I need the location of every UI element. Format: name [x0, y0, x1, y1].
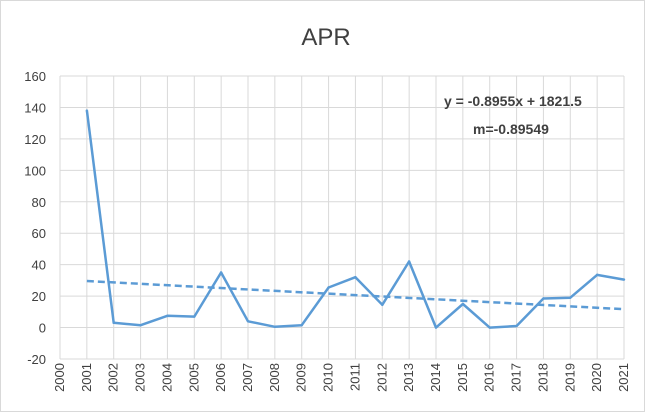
data-point [488, 326, 491, 329]
x-tick-label: 2015 [455, 363, 470, 392]
y-tick-label: 20 [32, 289, 46, 304]
x-tick-label: 2019 [562, 363, 577, 392]
x-tick-label: 2008 [267, 363, 282, 392]
gridlines [59, 75, 625, 360]
x-tick-label: 2012 [374, 363, 389, 392]
y-tick-label: 80 [32, 195, 46, 210]
data-point [85, 109, 89, 112]
data-point [622, 278, 626, 281]
y-tick-label: 40 [32, 258, 46, 273]
y-tick-label: 120 [24, 132, 46, 147]
x-tick-label: 2013 [401, 363, 416, 392]
x-tick-label: 2003 [133, 363, 148, 392]
x-tick-label: 2011 [347, 363, 362, 391]
x-tick-label: 2009 [294, 363, 309, 392]
x-tick-label: 2001 [79, 363, 94, 392]
x-tick-label: 2000 [52, 363, 67, 392]
data-point [354, 276, 357, 279]
y-tick-label: -20 [27, 352, 46, 367]
x-tick-label: 2018 [535, 363, 550, 392]
x-tick-label: 2005 [186, 363, 201, 392]
data-point [595, 273, 599, 277]
data-point [569, 296, 572, 299]
y-tick-label: 100 [24, 163, 46, 178]
slope-label: m=-0.89549 [473, 121, 549, 137]
y-tick-label: 140 [24, 100, 46, 115]
x-tick-label: 2002 [106, 363, 121, 392]
y-tick-label: 60 [32, 226, 46, 241]
data-point [434, 326, 438, 329]
x-tick-label: 2017 [509, 363, 524, 392]
x-tick-label: 2004 [159, 363, 174, 392]
data-point [381, 303, 384, 306]
y-tick-label: 0 [39, 321, 46, 336]
data-point [327, 286, 330, 289]
data-point [139, 323, 142, 327]
trendline-line [86, 279, 625, 311]
data-point [542, 297, 545, 300]
x-tick-label: 2016 [482, 363, 497, 392]
series [85, 109, 626, 329]
y-axis-tick-labels: -20 0 20 40 60 80 100 120 140 160 [24, 69, 46, 367]
data-point [407, 260, 411, 263]
data-point [166, 314, 169, 317]
data-point [193, 315, 196, 318]
x-tick-label: 2014 [428, 363, 443, 392]
x-axis-tick-labels: 2000 2001 2002 2003 2004 2005 2006 2007 2008 2009… [52, 363, 631, 392]
y-tick-label: 160 [24, 69, 46, 84]
data-point [219, 271, 223, 274]
x-tick-label: 2007 [240, 363, 255, 392]
x-tick-label: 2006 [213, 363, 228, 392]
trendline-equation-label: y = -0.8955x + 1821.5 [444, 93, 582, 109]
chart-title: APR [301, 24, 350, 51]
x-tick-label: 2021 [616, 363, 631, 392]
trendline [86, 279, 625, 311]
data-point [461, 302, 465, 306]
data-point [273, 325, 277, 328]
data-point [246, 320, 250, 323]
x-tick-label: 2020 [589, 363, 604, 392]
data-point [515, 324, 518, 328]
x-tick-label: 2010 [321, 363, 336, 392]
data-point [112, 321, 115, 325]
data-point [300, 323, 303, 327]
